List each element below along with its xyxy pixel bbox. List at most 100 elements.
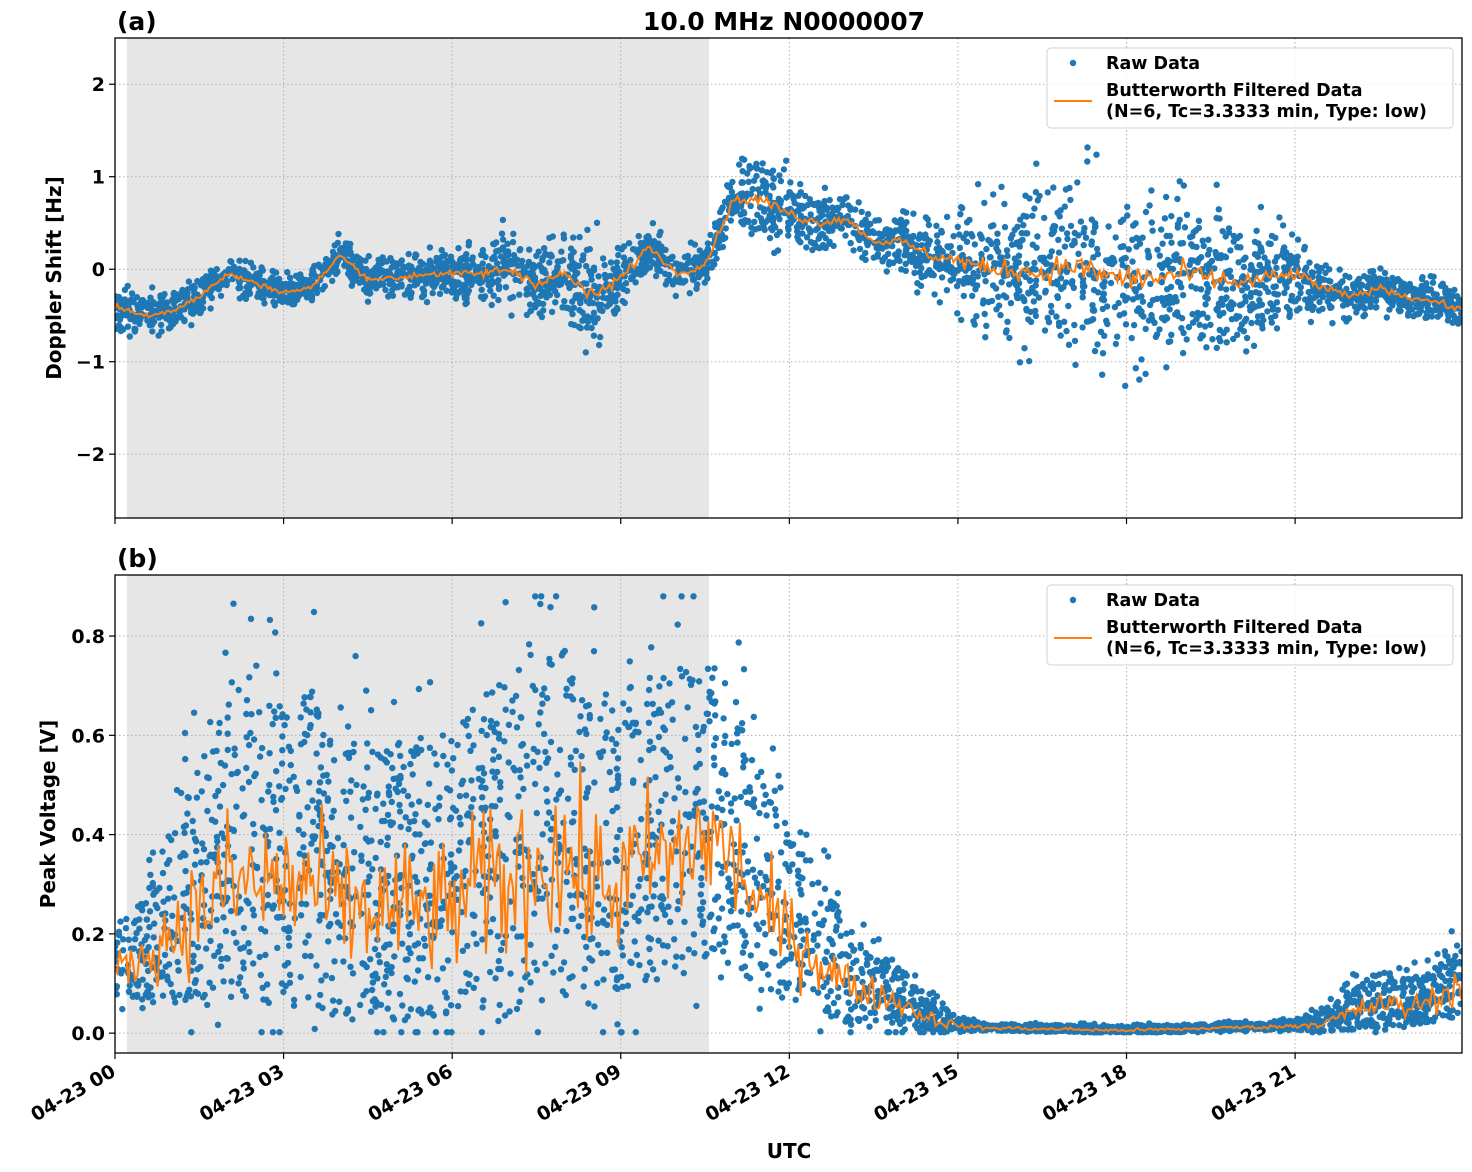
raw-data-point — [1362, 297, 1369, 304]
raw-data-point — [1449, 319, 1456, 326]
raw-data-point — [662, 281, 669, 288]
raw-data-point — [1133, 243, 1140, 250]
raw-data-point — [1339, 302, 1347, 309]
raw-data-point — [615, 726, 622, 734]
raw-data-point — [1423, 280, 1430, 287]
raw-data-point — [487, 723, 494, 731]
raw-data-point — [584, 226, 591, 233]
raw-data-point — [459, 777, 467, 784]
raw-data-point — [1288, 292, 1296, 300]
raw-data-point — [747, 952, 754, 959]
raw-data-point — [933, 245, 940, 253]
raw-data-point — [810, 932, 818, 939]
raw-data-point — [1034, 197, 1042, 204]
raw-data-point — [405, 250, 412, 258]
raw-data-point — [994, 230, 1001, 237]
raw-data-point — [1122, 254, 1129, 262]
raw-data-point — [287, 279, 294, 287]
raw-data-point — [171, 994, 178, 1001]
raw-data-point — [509, 708, 516, 716]
raw-data-point — [147, 871, 154, 878]
raw-data-point — [583, 280, 590, 287]
raw-data-point — [362, 257, 369, 264]
raw-data-point — [533, 966, 541, 974]
raw-data-point — [787, 179, 794, 186]
raw-data-point — [265, 788, 272, 795]
raw-data-point — [767, 211, 774, 218]
raw-data-point — [188, 309, 195, 316]
raw-data-point — [167, 980, 174, 988]
raw-data-point — [176, 310, 183, 318]
raw-data-point — [426, 679, 434, 686]
raw-data-point — [1372, 1029, 1379, 1036]
raw-data-point — [431, 265, 439, 272]
raw-data-point — [297, 271, 304, 278]
raw-data-point — [721, 739, 728, 746]
raw-data-point — [546, 252, 553, 259]
raw-data-point — [737, 190, 744, 198]
raw-data-point — [691, 950, 698, 957]
raw-data-point — [1125, 246, 1133, 253]
raw-data-point — [1223, 294, 1230, 301]
raw-data-point — [1162, 193, 1170, 201]
raw-data-point — [814, 942, 821, 949]
raw-data-point — [1383, 314, 1391, 321]
raw-data-point — [569, 259, 576, 266]
raw-data-point — [412, 811, 419, 818]
raw-data-point — [1041, 214, 1048, 222]
raw-data-point — [1391, 279, 1398, 286]
raw-data-point — [1294, 236, 1302, 243]
raw-data-point — [1256, 297, 1263, 304]
raw-data-point — [1178, 315, 1186, 322]
raw-data-point — [971, 321, 978, 328]
raw-data-point — [510, 230, 517, 237]
raw-data-point — [1007, 299, 1015, 307]
raw-data-point — [595, 341, 603, 349]
raw-data-point — [179, 293, 186, 300]
raw-data-point — [1058, 225, 1066, 232]
raw-data-point — [523, 291, 530, 298]
raw-data-point — [990, 222, 997, 229]
raw-data-point — [627, 256, 634, 264]
raw-data-point — [834, 204, 841, 211]
raw-data-point — [761, 226, 768, 233]
raw-data-point — [888, 233, 896, 240]
raw-data-point — [1130, 222, 1137, 229]
raw-data-point — [172, 295, 179, 302]
raw-data-point — [1207, 321, 1214, 328]
raw-data-point — [271, 299, 279, 307]
raw-data-point — [1270, 283, 1277, 291]
raw-data-point — [772, 806, 779, 813]
raw-data-point — [618, 944, 625, 951]
raw-data-point — [1308, 269, 1315, 276]
raw-data-point — [1179, 291, 1187, 299]
raw-data-point — [1213, 181, 1220, 188]
raw-data-point — [757, 215, 765, 222]
raw-data-point — [256, 753, 264, 760]
raw-data-point — [464, 262, 471, 269]
raw-data-point — [856, 245, 864, 253]
raw-data-point — [284, 269, 291, 276]
raw-data-point — [310, 269, 317, 276]
raw-data-point — [933, 222, 940, 229]
raw-data-point — [401, 291, 409, 298]
raw-data-point — [1026, 357, 1033, 365]
raw-data-point — [1146, 202, 1153, 209]
raw-data-point — [512, 276, 519, 284]
raw-data-point — [1222, 254, 1230, 261]
raw-data-point — [1367, 299, 1374, 306]
raw-data-point — [936, 299, 943, 306]
raw-data-point — [602, 275, 609, 282]
raw-data-point — [953, 282, 961, 290]
raw-data-point — [727, 217, 734, 224]
raw-data-point — [810, 986, 817, 993]
raw-data-point — [215, 729, 223, 736]
raw-data-point — [550, 969, 557, 976]
raw-data-point — [388, 264, 395, 271]
raw-data-point — [938, 274, 946, 281]
raw-data-point — [390, 921, 397, 928]
raw-data-point — [585, 1000, 592, 1007]
raw-data-point — [504, 248, 512, 255]
raw-data-point — [1112, 340, 1120, 348]
raw-data-point — [531, 302, 538, 310]
